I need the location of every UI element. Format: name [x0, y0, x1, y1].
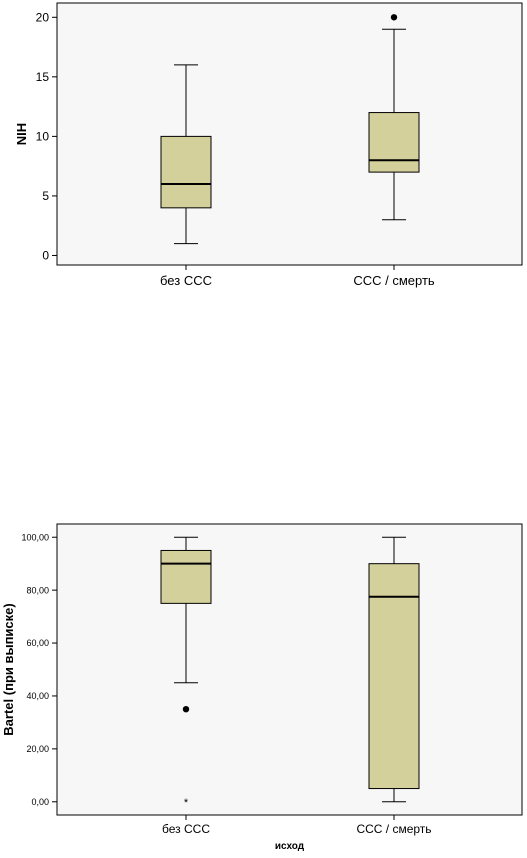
x-category-label: ССС / смерть [353, 273, 435, 288]
y-tick-label: 5 [42, 189, 49, 203]
y-axis-label: Bartel (при выписке) [1, 603, 16, 735]
y-tick-label: 0 [42, 249, 49, 263]
y-tick-label: 20,00 [26, 744, 49, 754]
x-category-label: без ССС [160, 273, 212, 288]
extreme-point: * [184, 797, 189, 809]
y-tick-label: 100,00 [21, 532, 49, 542]
y-tick-label: 20 [36, 10, 50, 24]
outlier-point [390, 14, 398, 21]
plot-area-1 [56, 2, 523, 266]
y-tick-label: 0,00 [31, 797, 49, 807]
outlier-point [182, 705, 190, 713]
plot-area-2 [56, 523, 523, 816]
x-category-label: ССС / смерть [356, 822, 431, 836]
x-axis-label: исход [275, 841, 305, 852]
iqr-box [160, 549, 212, 604]
iqr-box [368, 563, 420, 790]
x-category-label: без ССС [162, 822, 210, 836]
y-tick-label: 15 [36, 70, 50, 84]
y-tick-label: 80,00 [26, 585, 49, 595]
y-tick-label: 40,00 [26, 691, 49, 701]
iqr-box [160, 135, 212, 209]
iqr-box [368, 112, 420, 173]
y-tick-label: 10 [36, 130, 50, 144]
y-axis-label: NIH [14, 123, 29, 145]
y-tick-label: 60,00 [26, 638, 49, 648]
